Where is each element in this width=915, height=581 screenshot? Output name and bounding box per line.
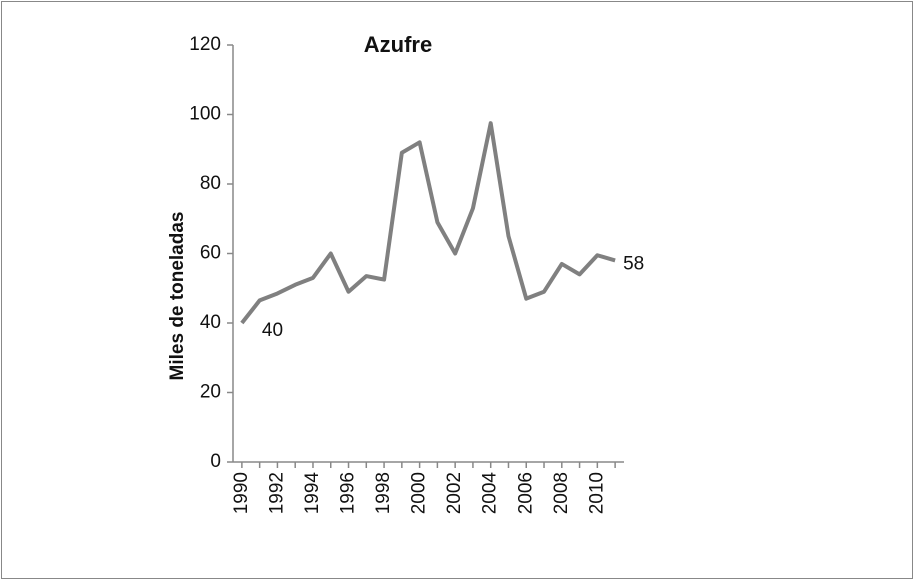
y-tick-label: 60 [200,243,221,264]
y-axis-label: Miles de toneladas [167,212,188,381]
line-series [240,121,616,325]
x-tick-label: 2000 [409,472,430,514]
y-tick-label: 80 [200,173,221,194]
x-tick-label: 1998 [373,472,394,514]
y-tick-label: 0 [210,451,221,472]
x-tick-label: 2006 [515,472,536,514]
x-tick-label: 2004 [480,472,501,515]
x-tick-label: 1990 [231,472,252,514]
x-tick-label: 1992 [266,472,287,514]
data-label: 58 [623,253,644,274]
y-tick-label: 20 [200,382,221,403]
x-tick-label: 2008 [551,472,572,514]
x-tick-label: 1996 [338,472,359,514]
y-tick-label: 40 [200,312,221,333]
data-label: 40 [262,320,283,341]
y-tick-label: 120 [189,34,221,55]
x-tick-label: 2010 [586,472,607,514]
y-tick-label: 100 [189,104,221,125]
chart-title: Azufre [364,32,432,57]
x-tick-label: 1994 [302,472,323,515]
x-tick-label: 2002 [444,472,465,514]
